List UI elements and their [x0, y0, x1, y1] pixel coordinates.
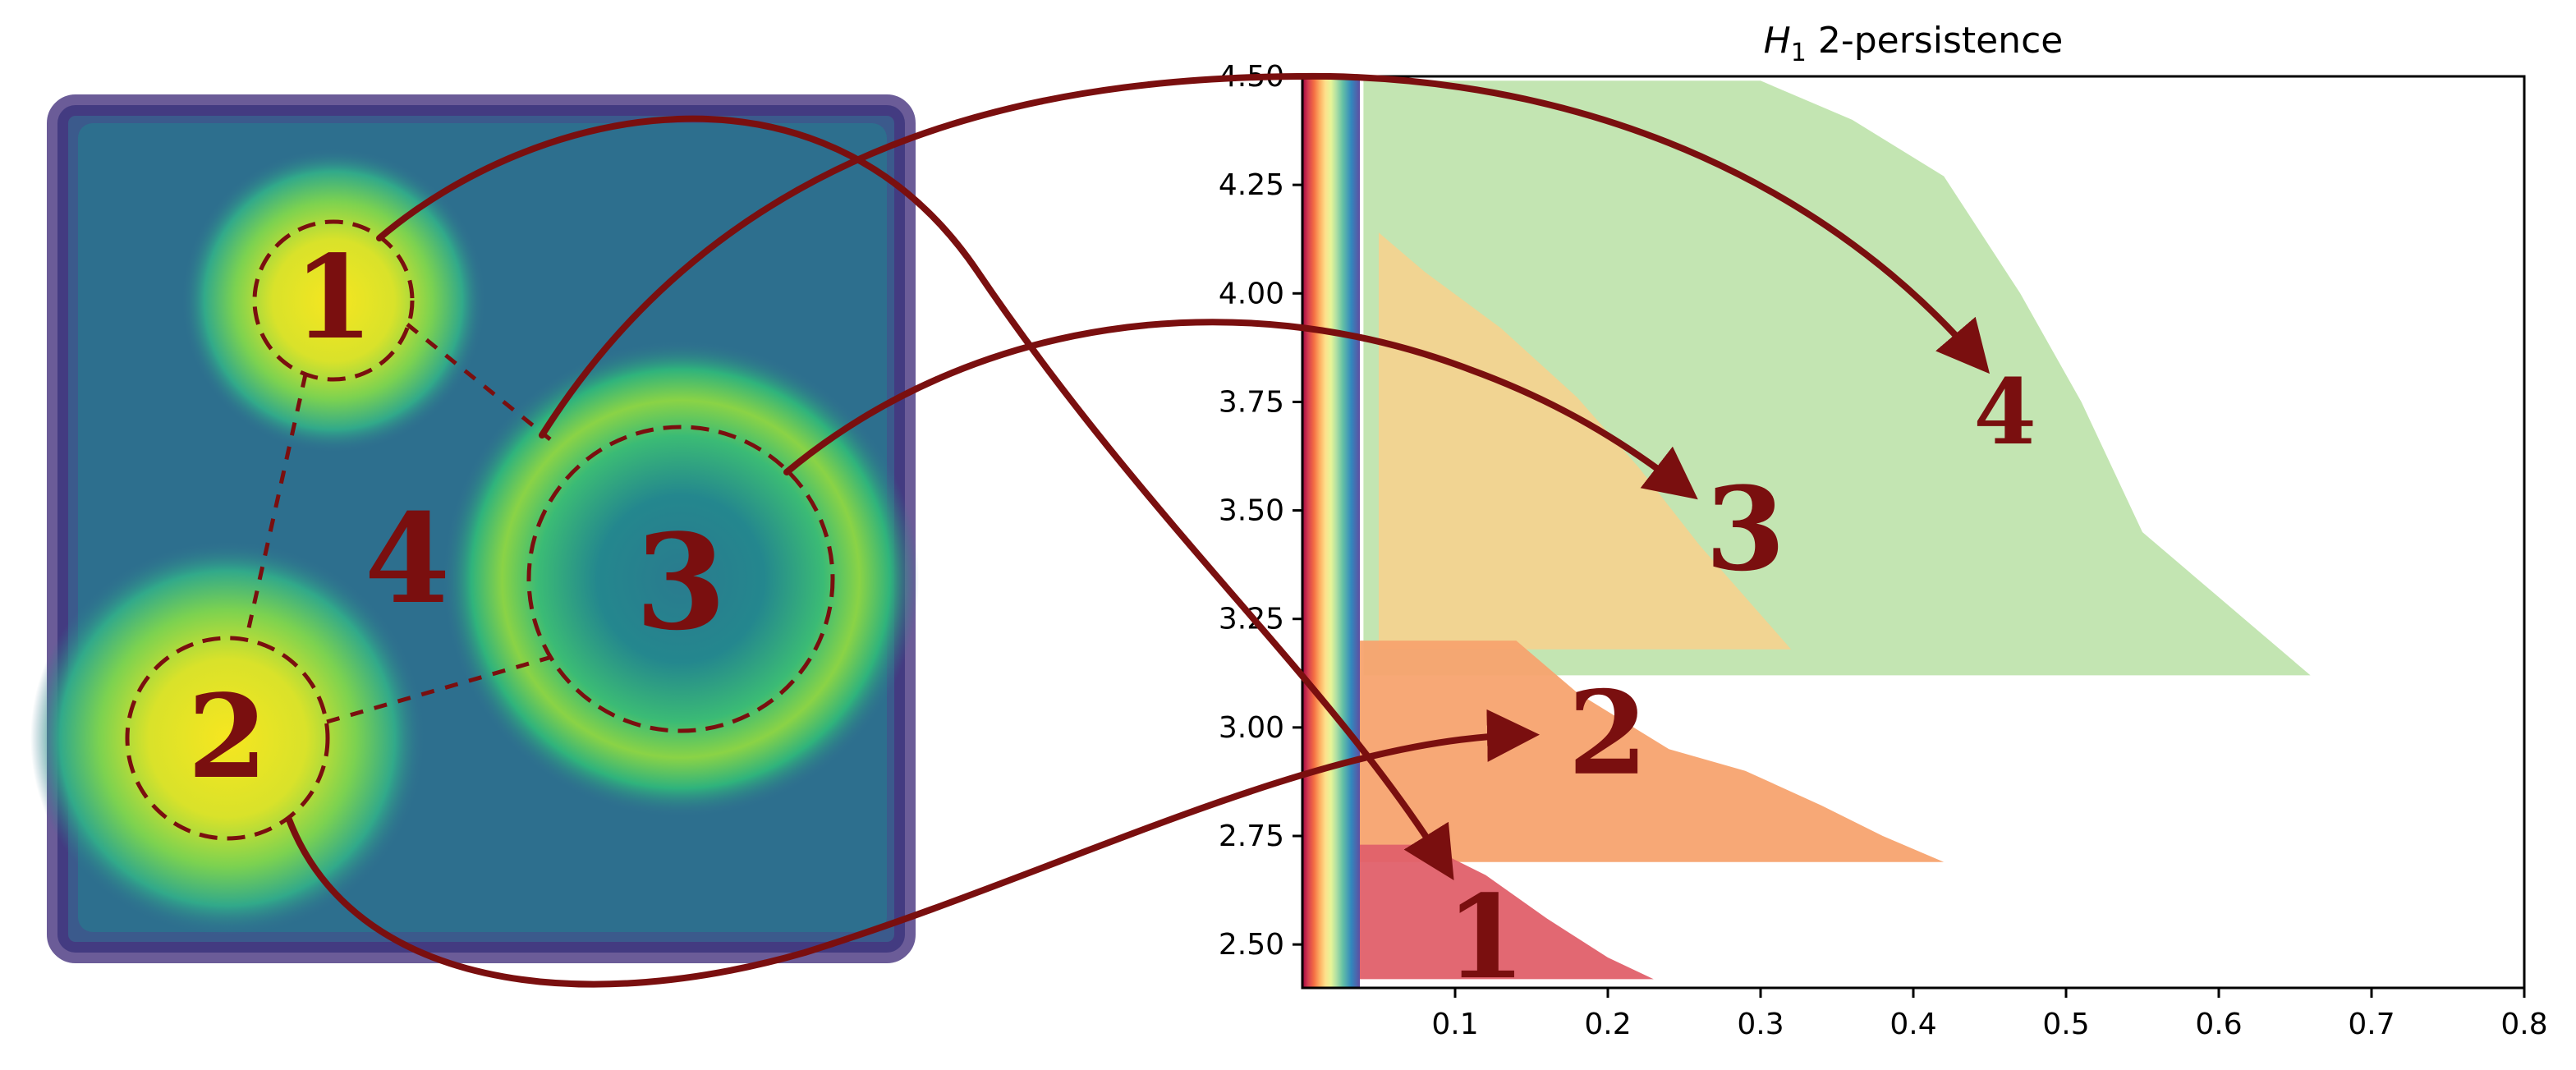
x-axis-ticks: 0.1 0.2 0.3 0.4 0.5 0.6 0.7 0.8: [1431, 988, 2548, 1041]
chart-title: H1 2-persistence: [1764, 20, 2064, 67]
arrow-region-2: [286, 709, 1540, 988]
persistence-label-4: 4: [1973, 359, 2036, 465]
persistence-region-3: [1379, 232, 1792, 650]
persistence-regions: [1348, 80, 2311, 980]
region-label-1: 1: [293, 231, 373, 365]
persistence-region-2: [1348, 641, 1945, 862]
region-3-circle: [526, 425, 835, 733]
point-cloud-panel: 1 2 3 4: [30, 94, 919, 963]
blob-region-1: [181, 149, 485, 452]
chart-title-text: 2-persistence: [1818, 20, 2064, 62]
y-tick-label: 3.00: [1219, 711, 1284, 745]
y-tick-label: 4.25: [1219, 168, 1284, 202]
chart-title-sub: 1: [1791, 39, 1807, 67]
region-1-circle: [252, 219, 415, 382]
spectral-strip: [1302, 76, 1360, 988]
region-label-3: 3: [635, 505, 726, 659]
y-tick-label: 2.50: [1219, 928, 1284, 962]
y-tick-label: 4.00: [1219, 277, 1284, 310]
dashed-link-1-3: [406, 323, 552, 441]
plot-annotations: 123 4: [1445, 359, 2036, 1005]
persistence-label-1: 1: [1445, 870, 1525, 1005]
x-tick-label: 0.7: [2348, 1008, 2395, 1041]
y-tick-label: 2.75: [1219, 820, 1284, 853]
persistence-plot: H1 2-persistence 0.1 0.2 0.3 0.4 0.5 0.6 0.7 0.…: [1219, 20, 2548, 1041]
y-tick-label: 3.50: [1219, 494, 1284, 528]
region-label-2: 2: [187, 670, 267, 805]
blob-region-2: [30, 541, 425, 935]
x-tick-label: 0.3: [1737, 1008, 1784, 1041]
y-tick-label: 3.75: [1219, 385, 1284, 419]
persistence-label-2: 2: [1568, 667, 1647, 801]
x-tick-label: 0.8: [2500, 1008, 2547, 1041]
region-2-circle: [125, 636, 330, 841]
arrow-region-3: [783, 319, 1698, 500]
x-tick-label: 0.5: [2042, 1008, 2089, 1041]
dashed-link-1-2: [244, 374, 308, 640]
chart-title-math: H: [1764, 20, 1791, 62]
x-tick-label: 0.6: [2195, 1008, 2242, 1041]
x-tick-label: 0.1: [1431, 1008, 1478, 1041]
persistence-label-3: 3: [1706, 462, 1785, 597]
mapping-arrows: [286, 72, 1991, 988]
arrow-region-4: [539, 72, 1991, 439]
region-label-4: 4: [365, 487, 450, 631]
x-tick-label: 0.2: [1584, 1008, 1631, 1041]
x-tick-label: 0.4: [1890, 1008, 1936, 1041]
y-axis-ticks: 2.502.753.003.253.503.754.004.254.50: [1219, 60, 1302, 962]
arrow-region-1: [376, 115, 1454, 880]
